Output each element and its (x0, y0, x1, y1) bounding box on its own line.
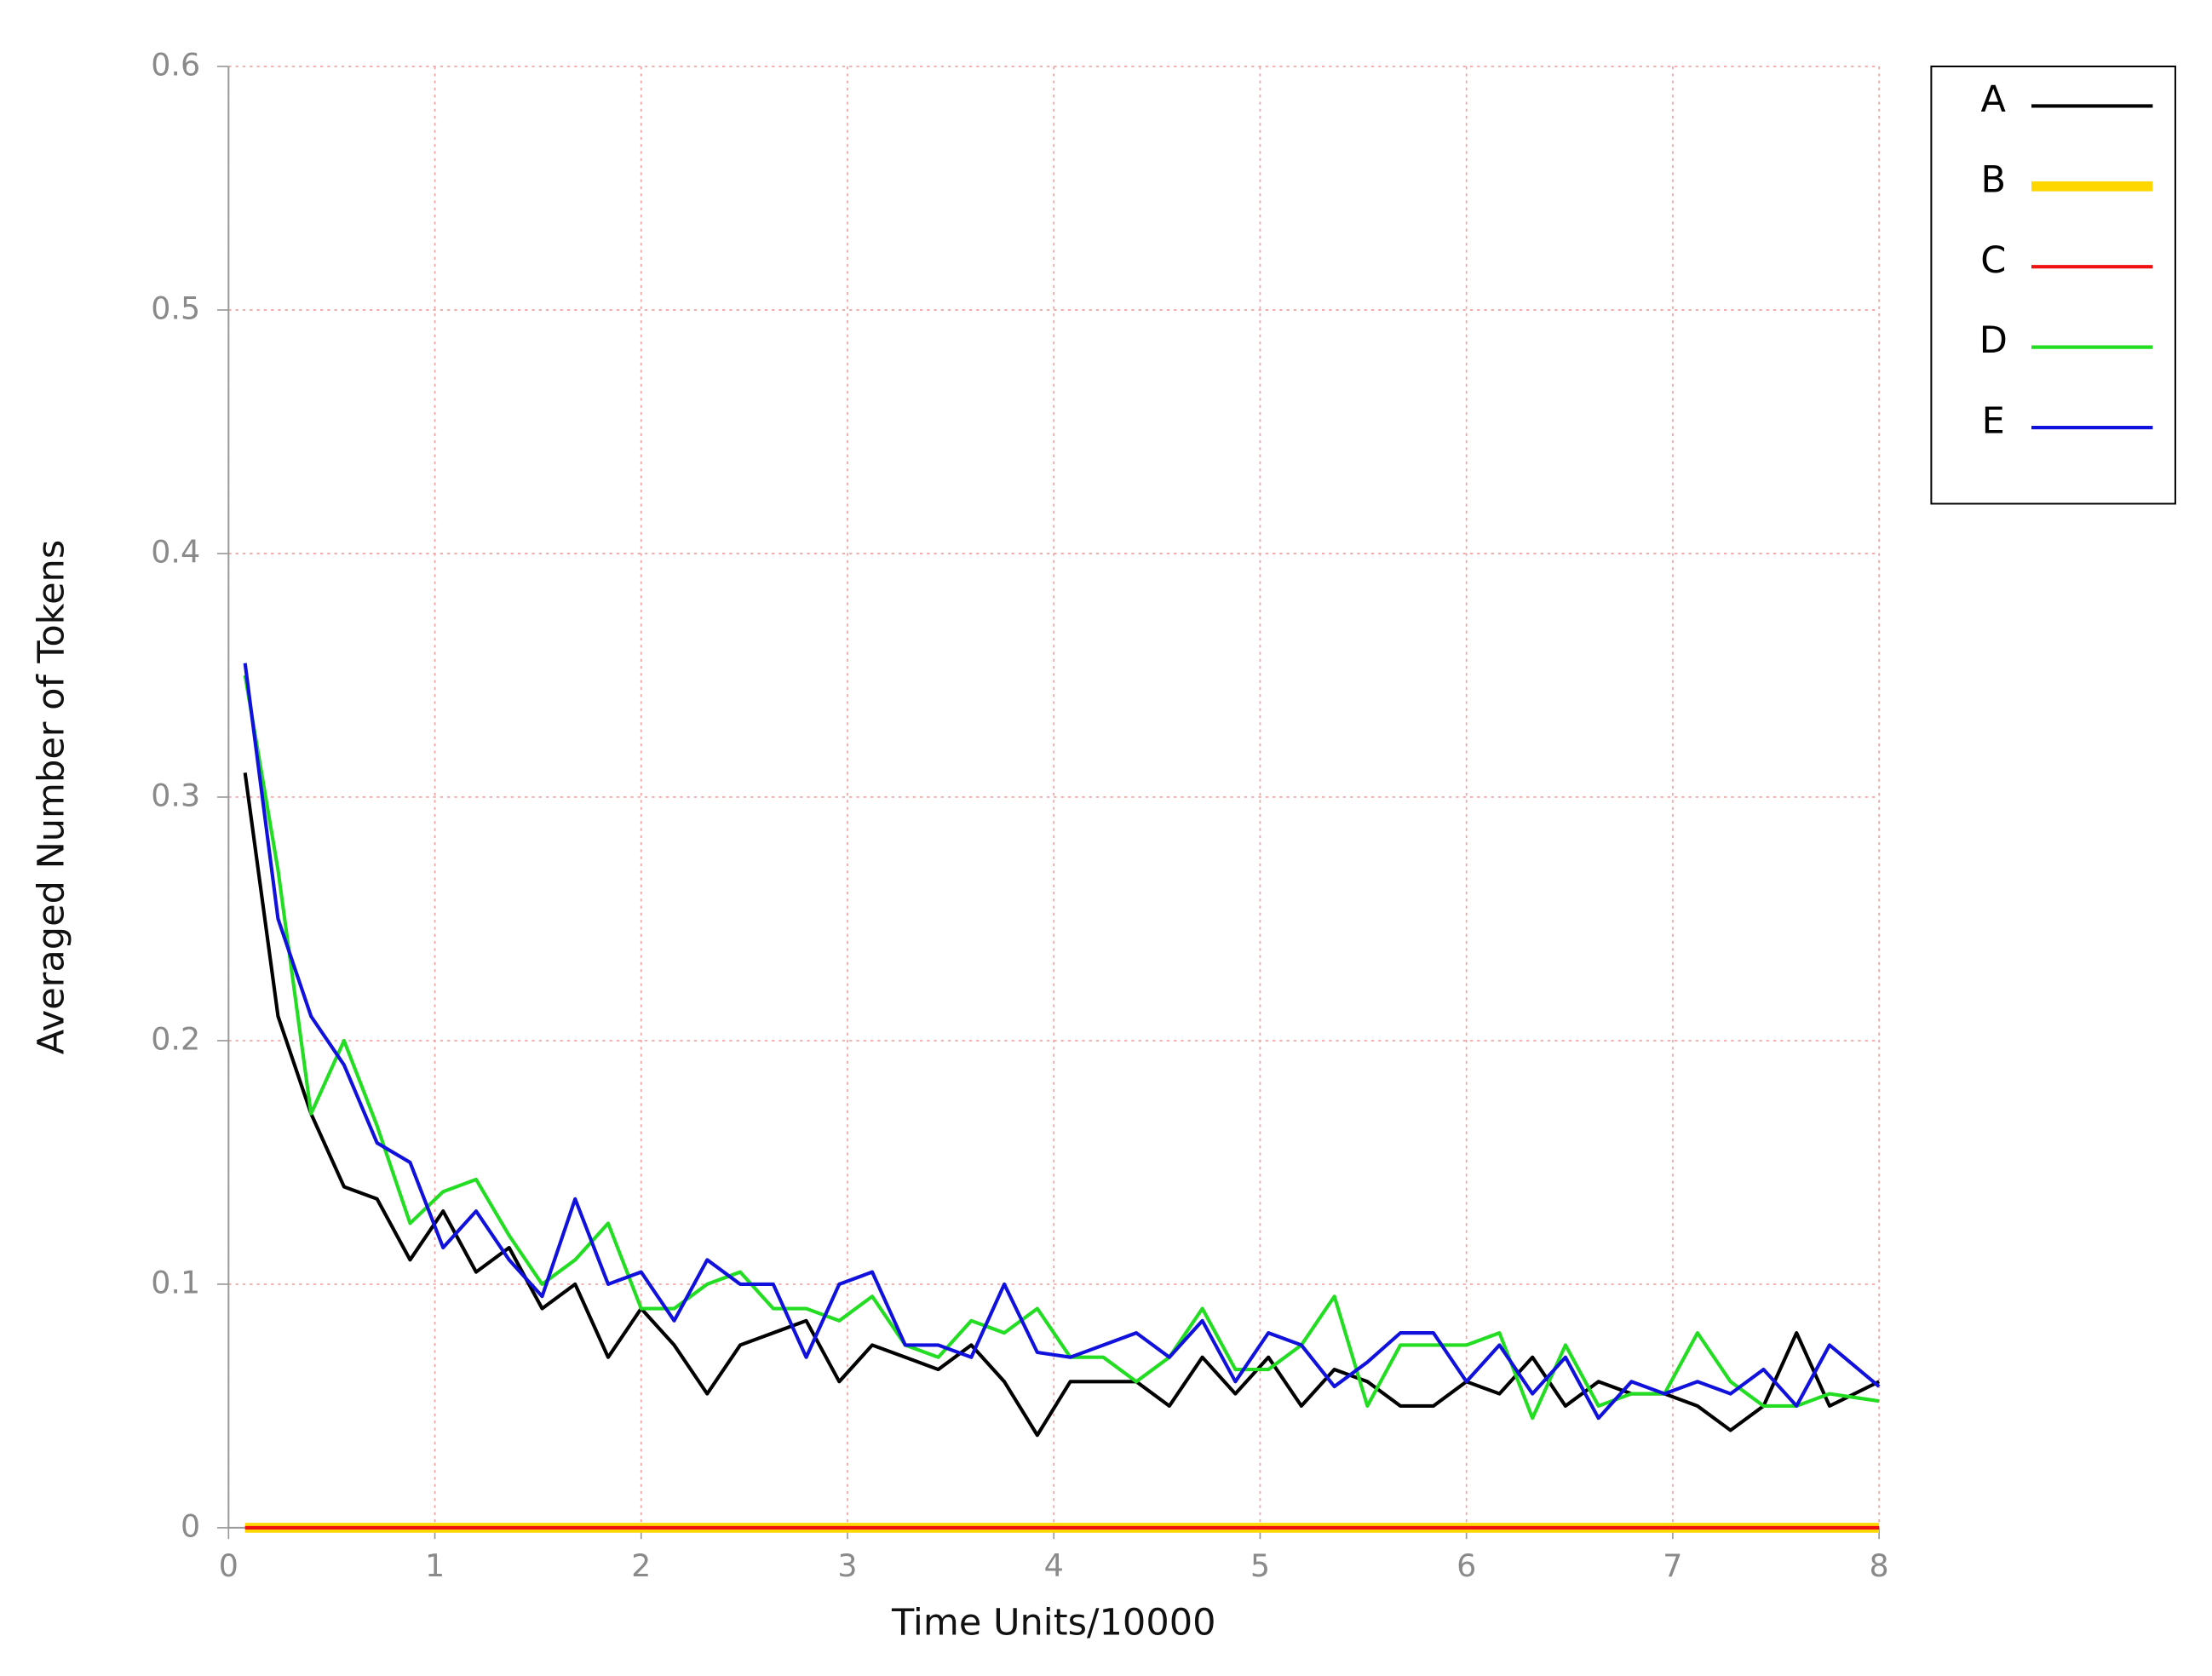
y-tick-label: 0 (181, 1507, 200, 1544)
x-tick-label: 3 (837, 1547, 857, 1584)
x-tick-label: 6 (1456, 1547, 1476, 1584)
series-line (243, 772, 1881, 1438)
series-line (243, 663, 1881, 1421)
x-tick-label: 4 (1044, 1547, 1064, 1584)
x-tick-label: 7 (1663, 1547, 1682, 1584)
legend-box (1930, 66, 2176, 505)
x-axis-label: Time Units/10000 (891, 1602, 1216, 1644)
y-tick-label: 0.6 (151, 47, 200, 83)
y-tick-label: 0.1 (151, 1264, 200, 1300)
legend-label: E (1982, 400, 2005, 443)
series-line (243, 674, 1880, 1421)
x-tick-label: 2 (631, 1547, 651, 1584)
y-axis-label: Averaged Number of Tokens (30, 540, 72, 1054)
x-tick-label: 8 (1870, 1547, 1889, 1584)
y-tick-label: 0.4 (151, 533, 200, 570)
x-tick-label: 0 (219, 1547, 238, 1584)
y-tick-label: 0.2 (151, 1020, 200, 1057)
x-tick-label: 1 (425, 1547, 445, 1584)
legend-label: A (1981, 78, 2007, 121)
legend-label: D (1979, 319, 2008, 362)
legend-label: B (1981, 158, 2007, 201)
x-tick-label: 5 (1250, 1547, 1270, 1584)
y-tick-label: 0.3 (151, 777, 200, 813)
legend-label: C (1980, 239, 2006, 282)
y-tick-label: 0.5 (151, 290, 200, 327)
